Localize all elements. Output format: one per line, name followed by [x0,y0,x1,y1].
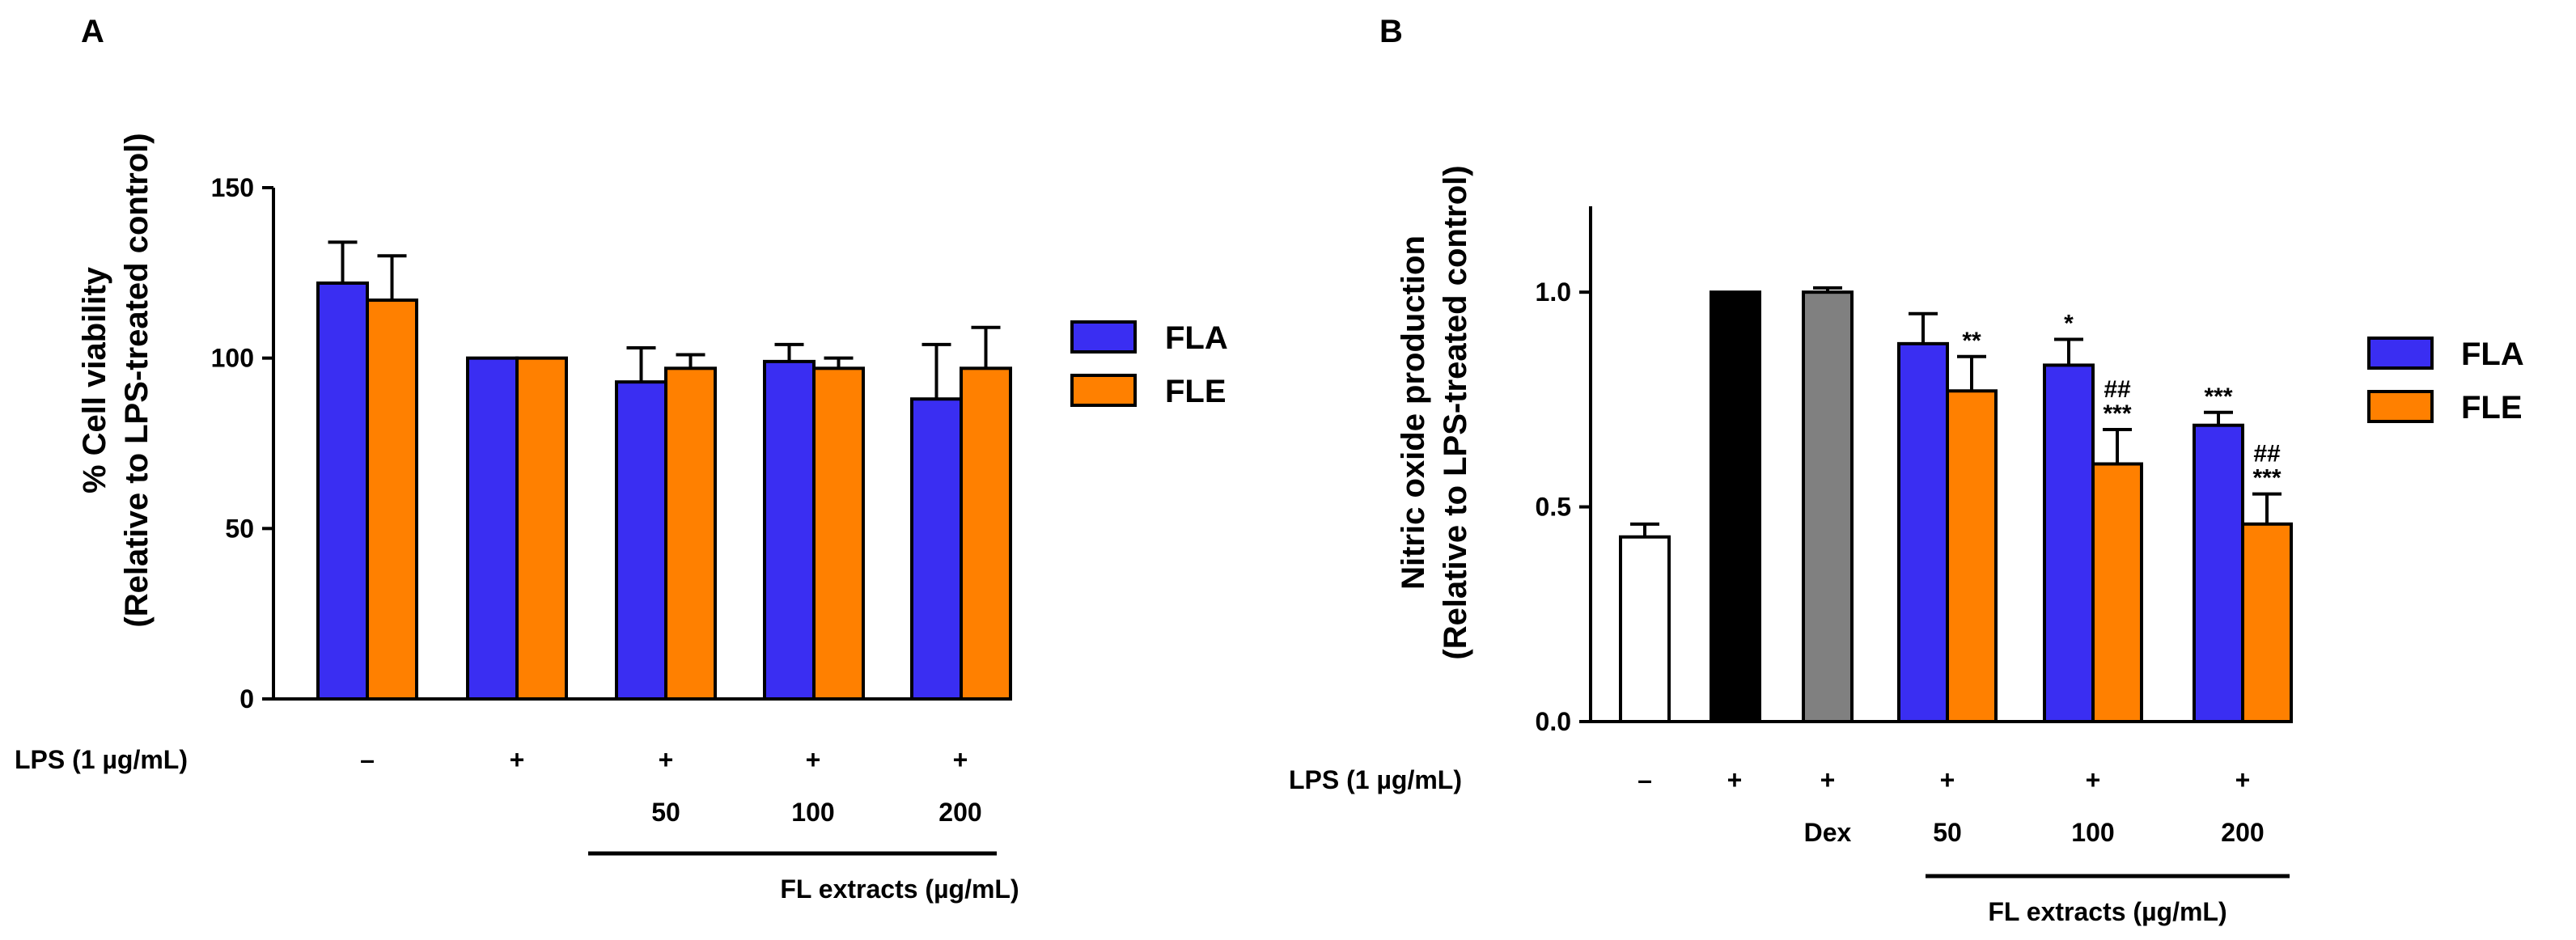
panel-a: A % Cell viability (Relative to LPS-trea… [15,14,1228,904]
b-ytick-label: 0.0 [1536,707,1571,736]
b-sig-star: ** [1962,328,1981,354]
b-bar-fle [2091,462,2143,723]
b-dose-cell: 200 [2221,818,2264,847]
b-bar-dex [1802,290,1854,723]
panel-a-letter: A [81,14,104,49]
a-bar-fla [466,356,519,701]
panel-b-legend-swatch-fla [2367,337,2434,370]
a-bar-fle [960,366,1012,701]
a-dose-cell: 200 [938,798,981,827]
a-bar-fle [515,356,568,701]
b-ytick-label: 0.5 [1536,493,1571,522]
panel-b-bracket-label: FL extracts (µg/mL) [1988,897,2226,926]
panel-a-lps-row: – + + + + [360,745,968,774]
b-lps-cell: + [1727,765,1743,794]
b-bar-fla [1897,341,1949,723]
panel-a-legend-swatch-fla [1070,320,1137,354]
panel-b-ylabel: Nitric oxide production (Relative to LPS… [1396,165,1473,659]
b-dose-cell: 100 [2071,818,2114,847]
b-lps-cell: – [1638,765,1652,794]
panel-a-legend: FLA FLE [1070,320,1228,409]
panel-a-y-axis-ticks: 0 50 100 150 [211,173,273,713]
a-lps-cell: + [806,745,821,774]
b-sig-star: *** [2252,465,2281,492]
b-sig-star: *** [2204,383,2232,410]
a-lps-cell: – [360,745,375,774]
panel-a-ylabel-line2: (Relative to LPS-treated control) [119,133,155,627]
a-dose-cell: 50 [651,798,680,827]
b-lps-cell: + [2086,765,2101,794]
b-sig-star: * [2064,311,2074,337]
b-bar-fle [2241,522,2293,723]
b-sig-star: *** [2103,400,2131,427]
panel-a-legend-label-fla: FLA [1165,320,1228,356]
panel-b-legend-swatch-fle [2367,390,2434,423]
a-ytick-label: 150 [211,173,254,202]
panel-a-ylabel-line1: % Cell viability [77,266,112,493]
panel-a-bars [316,240,1012,701]
b-bar-fle [1946,389,1998,723]
panel-b-y-axis-ticks: 0.0 0.5 1.0 [1536,277,1591,736]
panel-a-dose-row: 50 100 200 [651,798,981,827]
panel-b-bars: *********##***## [1619,286,2293,723]
b-ytick-label: 1.0 [1536,277,1571,307]
a-dose-cell: 100 [791,798,834,827]
panel-a-y-axis [272,188,971,701]
a-lps-cell: + [510,745,525,774]
panel-b-ylabel-line1: Nitric oxide production [1396,235,1431,590]
b-bar-fla [2043,363,2095,723]
panel-b-lps-row: – + + + + + [1638,765,2250,794]
b-sig-hash: ## [2253,441,2281,468]
panel-b-legend: FLA FLE [2367,337,2524,426]
panel-a-bracket-label: FL extracts (µg/mL) [780,874,1019,904]
a-bar-fle [366,299,418,701]
panel-b-lps-label: LPS (1 µg/mL) [1289,765,1462,794]
a-bar-fla [615,380,667,701]
b-sig-hash: ## [2104,376,2131,403]
a-ytick-label: 50 [225,514,254,543]
b-lps-cell: + [1940,765,1955,794]
panel-b-ylabel-line2: (Relative to LPS-treated control) [1438,165,1473,659]
a-bar-fle [812,366,865,701]
a-ytick-label: 0 [239,684,254,713]
panel-b: B Nitric oxide production (Relative to L… [1289,14,2524,926]
a-bar-fla [763,359,816,701]
a-lps-cell: + [953,745,968,774]
a-ytick-label: 100 [211,344,254,373]
b-bar-control [1619,535,1671,723]
panel-b-legend-label-fle: FLE [2461,390,2523,426]
panel-a-ylabel: % Cell viability (Relative to LPS-treate… [77,133,155,627]
panel-a-lps-label: LPS (1 µg/mL) [15,745,188,774]
a-lps-cell: + [659,745,674,774]
a-bar-fla [910,397,963,701]
panel-a-legend-swatch-fle [1070,374,1137,407]
a-bar-fla [316,281,369,701]
panel-b-dose-row: Dex 50 100 200 [1804,818,2265,847]
a-bar-fle [664,366,717,701]
panel-b-legend-label-fla: FLA [2461,337,2524,372]
b-dose-cell: 50 [1933,818,1962,847]
b-dose-cell: Dex [1804,818,1852,847]
panel-b-y-axis [1589,206,2277,723]
b-lps-cell: + [1820,765,1836,794]
b-lps-cell: + [2235,765,2251,794]
panel-b-letter: B [1379,14,1403,49]
b-bar-lps [1710,290,1761,723]
b-bar-fla [2193,423,2244,723]
panel-a-legend-label-fle: FLE [1165,374,1227,409]
